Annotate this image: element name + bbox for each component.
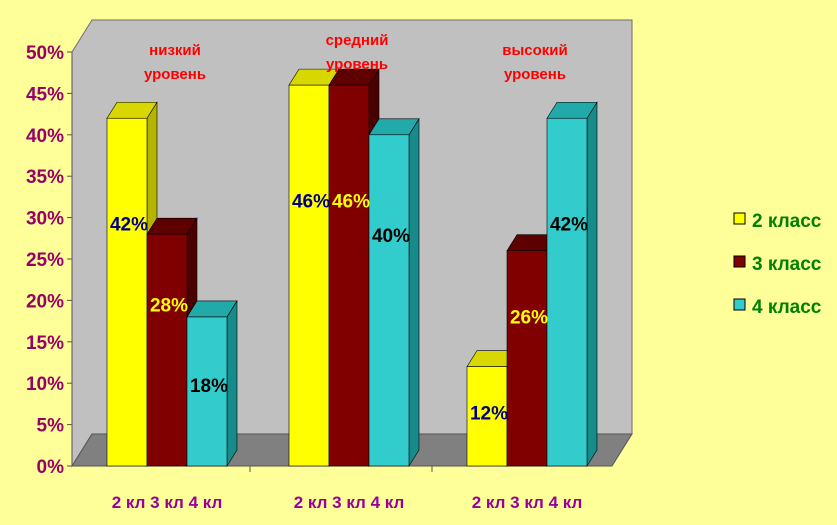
- group-title: средний: [326, 32, 389, 49]
- data-label: 42%: [550, 215, 588, 236]
- x-tick-label: 2 кл 3 кл 4 кл: [112, 493, 223, 512]
- data-label: 26%: [510, 307, 548, 328]
- bar-side: [408, 117, 420, 468]
- legend-swatch: [733, 255, 746, 268]
- bar: [328, 84, 370, 467]
- x-tick-label: 2 кл 3 кл 4 кл: [294, 493, 405, 512]
- data-label: 46%: [332, 191, 370, 212]
- bar: [546, 117, 588, 467]
- y-tick-label: 30%: [26, 209, 64, 230]
- bar: [288, 84, 330, 467]
- bar-side: [586, 101, 598, 468]
- y-tick-label: 35%: [26, 167, 64, 188]
- data-label: 12%: [470, 403, 508, 424]
- x-tick-label: 2 кл 3 кл 4 кл: [472, 493, 583, 512]
- y-tick-label: 5%: [37, 416, 65, 437]
- legend-label: 2 класс: [752, 211, 822, 232]
- bar: [146, 233, 188, 467]
- legend-label: 4 класс: [752, 297, 822, 318]
- y-tick-label: 50%: [26, 43, 64, 64]
- data-labels: 42%28%18%46% 46%40%12%26%42%: [110, 191, 588, 424]
- legend: 2 класс 3 класс 4 класс: [733, 211, 822, 318]
- legend-swatch: [733, 298, 746, 311]
- legend-swatch: [733, 212, 746, 225]
- group-title: низкий: [149, 42, 201, 59]
- bar-group: [106, 101, 238, 468]
- bar: [186, 316, 228, 467]
- bar-side: [226, 299, 238, 468]
- group-title: уровень: [326, 56, 388, 73]
- bar: [106, 117, 148, 467]
- data-label: 46%: [292, 191, 330, 212]
- group-title: уровень: [504, 66, 566, 83]
- x-axis: 2 кл 3 кл 4 кл 2 кл 3 кл 4 кл 2 кл 3 кл 4 …: [112, 466, 583, 512]
- data-label: 40%: [372, 226, 410, 247]
- group-titles: низкий уровень средний уровень высокий уровен…: [144, 32, 568, 83]
- bars: [106, 68, 598, 468]
- bar: [506, 250, 548, 467]
- y-tick-label: 10%: [26, 374, 64, 395]
- bar: [466, 366, 508, 467]
- data-label: 18%: [190, 376, 228, 397]
- y-tick-label: 15%: [26, 333, 64, 354]
- legend-label: 3 класс: [752, 254, 822, 275]
- data-label: 42%: [110, 215, 148, 236]
- bar-group: [288, 68, 420, 468]
- group-title: уровень: [144, 66, 206, 83]
- y-tick-label: 40%: [26, 126, 64, 147]
- data-label: 28%: [150, 296, 188, 317]
- y-tick-label: 45%: [26, 84, 64, 105]
- y-tick-label: 20%: [26, 291, 64, 312]
- bar: [368, 134, 410, 467]
- y-tick-label: 0%: [37, 457, 65, 478]
- group-title: высокий: [502, 42, 568, 59]
- y-tick-label: 25%: [26, 250, 64, 271]
- bar-group: [466, 101, 598, 468]
